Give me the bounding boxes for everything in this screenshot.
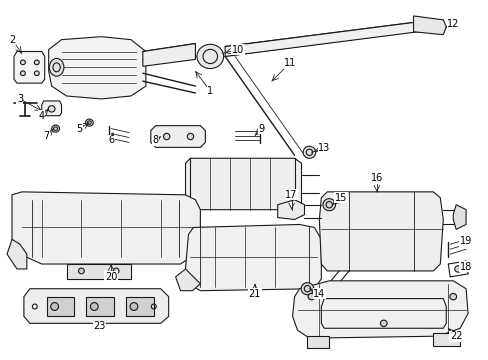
Text: 11: 11: [283, 58, 295, 68]
Polygon shape: [292, 281, 467, 338]
Ellipse shape: [49, 58, 64, 76]
Text: 8: 8: [152, 135, 159, 145]
Polygon shape: [413, 16, 446, 35]
Text: 3: 3: [17, 94, 23, 104]
Ellipse shape: [79, 268, 84, 274]
Text: 12: 12: [446, 19, 458, 29]
Text: 15: 15: [334, 193, 346, 203]
Text: 20: 20: [105, 272, 117, 282]
Text: 21: 21: [248, 289, 261, 299]
Polygon shape: [49, 37, 145, 99]
Text: 18: 18: [459, 262, 471, 272]
Ellipse shape: [34, 71, 39, 76]
Text: 19: 19: [459, 236, 471, 246]
Ellipse shape: [301, 283, 313, 295]
Text: 16: 16: [370, 173, 382, 183]
Ellipse shape: [307, 293, 314, 300]
Text: 23: 23: [93, 321, 105, 331]
Polygon shape: [14, 51, 44, 83]
Polygon shape: [150, 126, 205, 147]
Ellipse shape: [322, 199, 335, 211]
Text: 13: 13: [318, 143, 330, 153]
Ellipse shape: [380, 320, 386, 327]
Polygon shape: [47, 297, 74, 316]
Ellipse shape: [34, 60, 39, 65]
Text: 14: 14: [313, 289, 325, 299]
Ellipse shape: [20, 71, 25, 76]
Ellipse shape: [113, 268, 119, 274]
Polygon shape: [41, 101, 61, 116]
Text: 4: 4: [39, 111, 45, 121]
Polygon shape: [294, 306, 333, 318]
Ellipse shape: [85, 119, 93, 126]
Text: 17: 17: [285, 190, 297, 200]
Polygon shape: [185, 158, 301, 210]
Ellipse shape: [197, 44, 223, 68]
Ellipse shape: [187, 133, 193, 140]
Ellipse shape: [449, 293, 456, 300]
Ellipse shape: [20, 60, 25, 65]
Text: 6: 6: [108, 135, 114, 145]
Ellipse shape: [90, 303, 98, 310]
Text: 1: 1: [207, 86, 213, 96]
Polygon shape: [224, 22, 418, 57]
Ellipse shape: [163, 133, 169, 140]
Polygon shape: [277, 200, 304, 220]
Ellipse shape: [303, 146, 315, 158]
Polygon shape: [24, 289, 168, 323]
Polygon shape: [175, 269, 200, 291]
Text: 7: 7: [43, 131, 50, 140]
Polygon shape: [12, 192, 200, 264]
Polygon shape: [66, 264, 131, 279]
Ellipse shape: [52, 125, 60, 132]
Text: 10: 10: [231, 45, 244, 54]
Polygon shape: [86, 297, 114, 316]
Polygon shape: [319, 192, 443, 271]
Ellipse shape: [454, 266, 461, 272]
Text: 22: 22: [449, 331, 462, 341]
Text: 2: 2: [9, 35, 15, 45]
Ellipse shape: [51, 303, 59, 310]
Text: 5: 5: [76, 123, 82, 134]
Polygon shape: [452, 205, 465, 229]
Polygon shape: [185, 225, 321, 291]
Polygon shape: [7, 239, 27, 269]
Polygon shape: [142, 44, 195, 66]
Polygon shape: [432, 333, 459, 346]
Ellipse shape: [48, 105, 55, 112]
Polygon shape: [126, 297, 153, 316]
Ellipse shape: [130, 303, 138, 310]
Polygon shape: [307, 336, 328, 348]
Text: 9: 9: [258, 123, 264, 134]
